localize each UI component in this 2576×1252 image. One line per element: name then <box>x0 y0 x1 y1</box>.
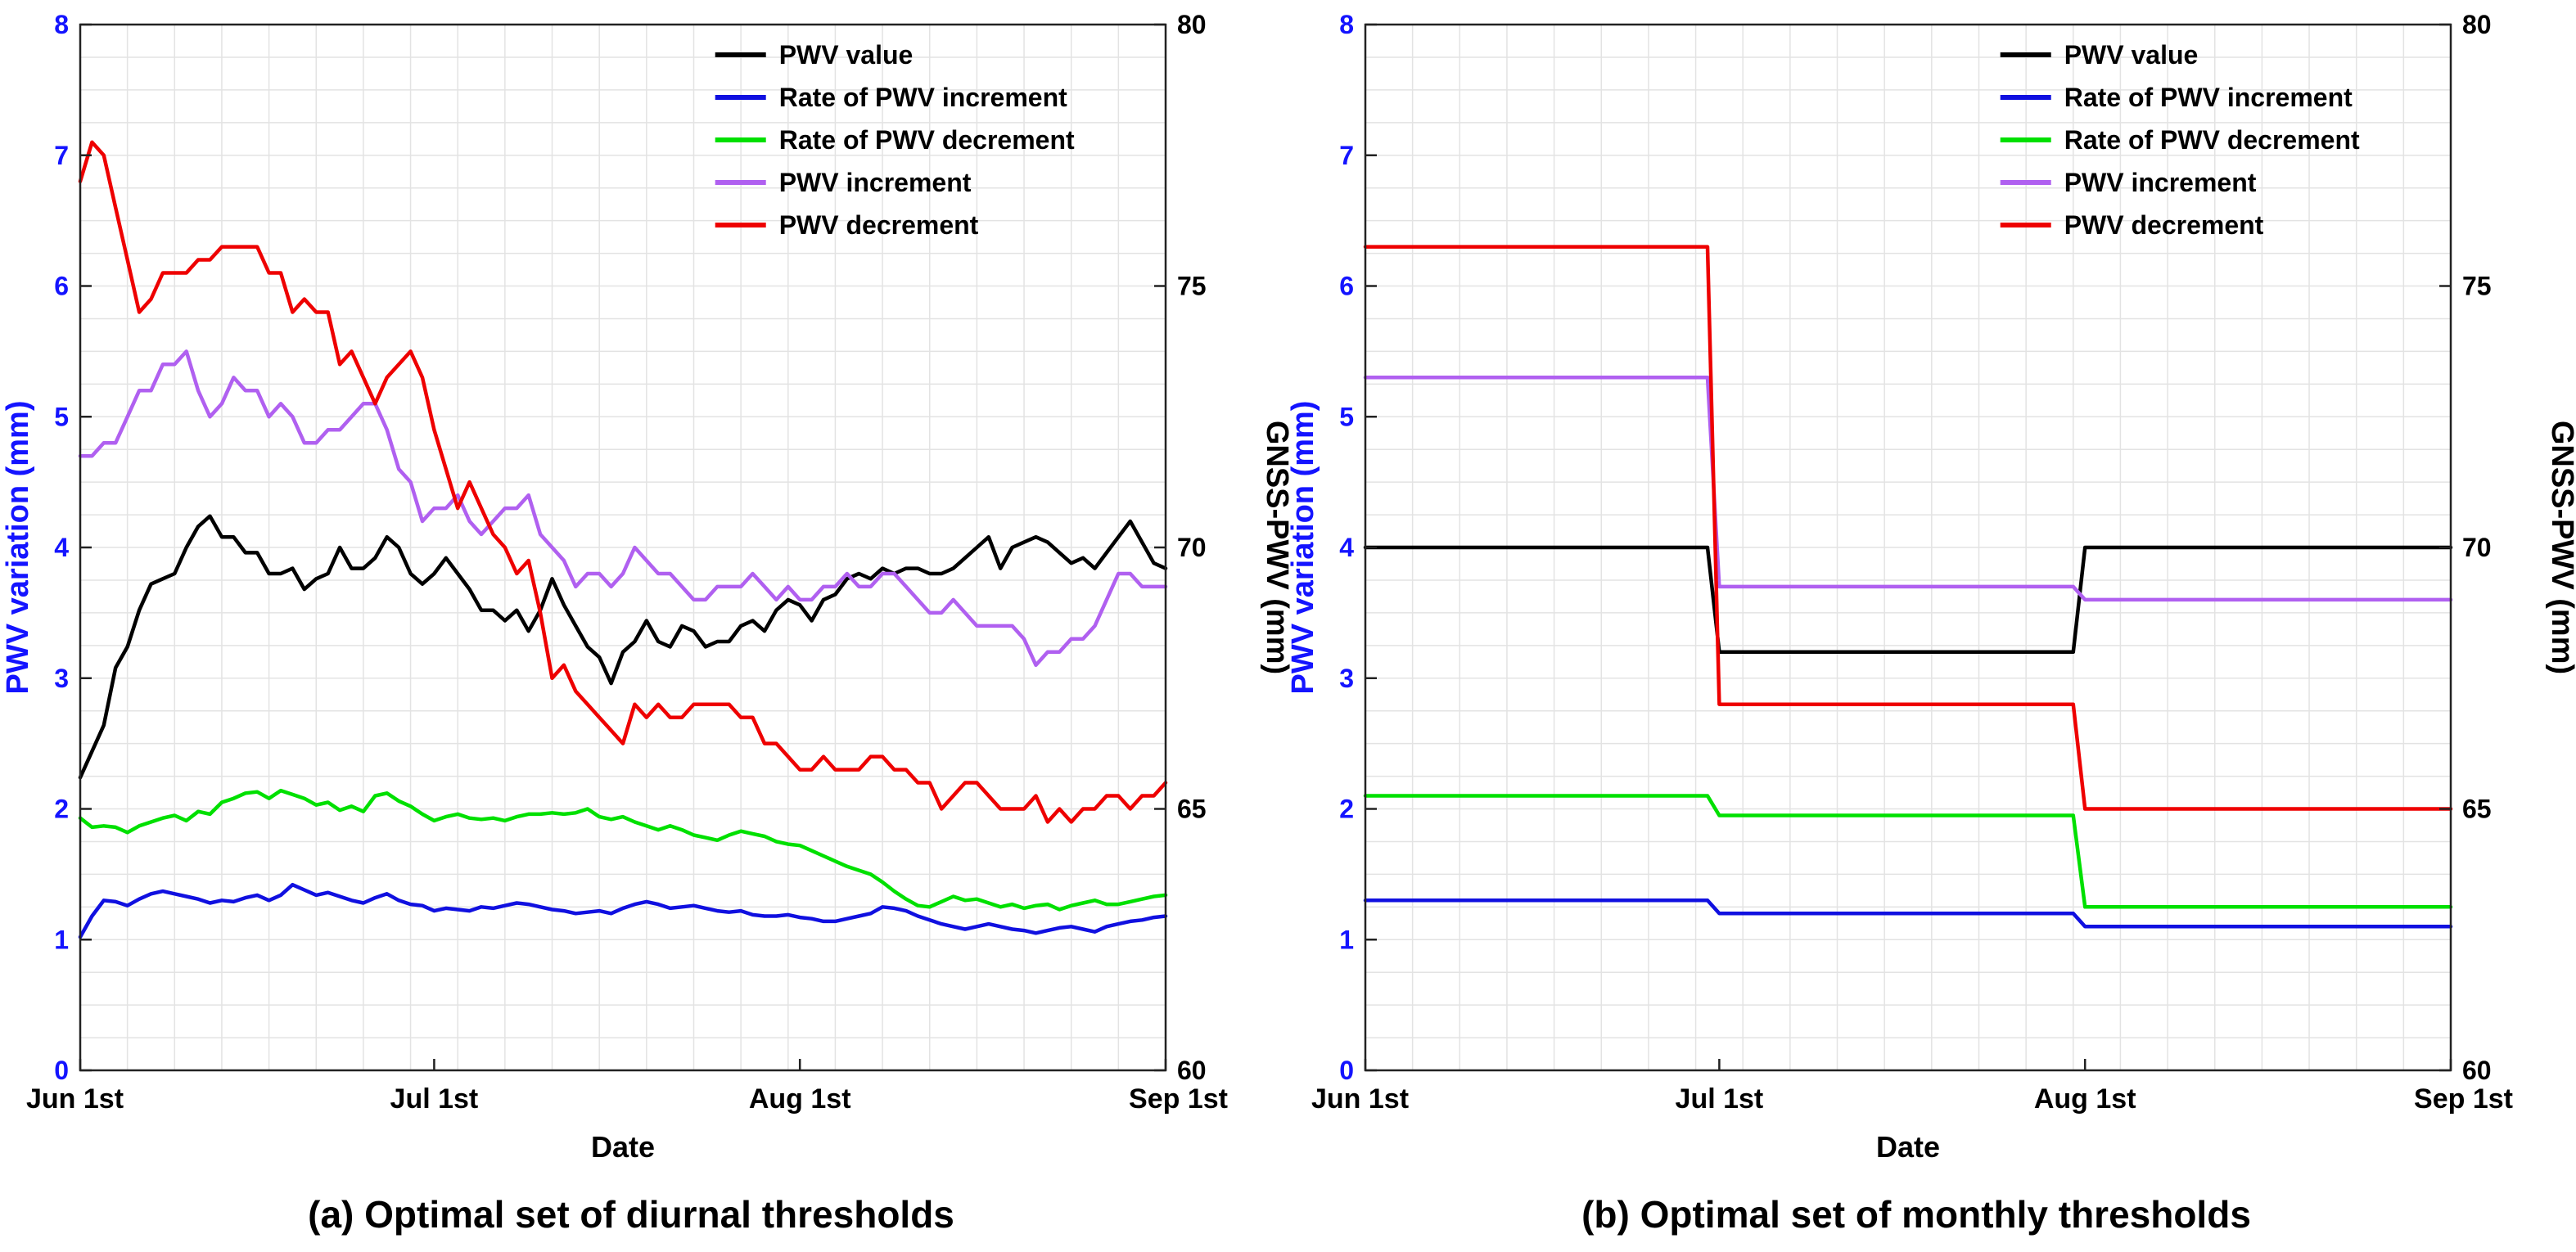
x-axis-label: Date <box>591 1130 655 1164</box>
series-line-rate-of-pwv-increment <box>1363 898 2453 929</box>
legend-entry-label: PWV increment <box>779 168 972 197</box>
y-left-tick-label: 3 <box>1339 664 1354 693</box>
panel-b-monthly: 0 1 2 3 4 5 6 7 8 60 65 70 75 80 Jun 1st Jul 1st Aug 1st… <box>1286 10 2576 1236</box>
series-line-rate-of-pwv-increment <box>78 882 1168 939</box>
series-line-pwv-decrement <box>78 140 1168 824</box>
x-tick-label: Sep 1st <box>2414 1083 2513 1115</box>
legend-entry-label: Rate of PWV increment <box>2064 83 2353 112</box>
y-left-tick-label: 0 <box>54 1056 69 1085</box>
legend-entry-label: PWV value <box>2064 40 2199 70</box>
y-right-tick-label: 75 <box>2462 272 2492 301</box>
x-tick-label: Jun 1st <box>26 1083 124 1115</box>
y-left-tick-label: 5 <box>54 402 69 431</box>
legend-entry-label: PWV decrement <box>779 210 979 240</box>
y-left-tick-label: 0 <box>1339 1056 1354 1085</box>
y-left-tick-label: 1 <box>54 925 69 954</box>
y-right-tick-label: 75 <box>1177 272 1207 301</box>
y-left-tick-label: 5 <box>1339 402 1354 431</box>
y-right-tick-label: 70 <box>2462 533 2492 562</box>
legend-entry-label: Rate of PWV decrement <box>2064 125 2360 155</box>
y-right-tick-label: 80 <box>1177 10 1207 39</box>
legend-entry-label: Rate of PWV increment <box>779 83 1067 112</box>
y-left-tick-label: 7 <box>1339 141 1354 170</box>
y-left-tick-label: 6 <box>54 272 69 301</box>
y-left-tick-label: 6 <box>1339 272 1354 301</box>
x-tick-label: Aug 1st <box>2034 1083 2136 1115</box>
y-right-tick-label: 60 <box>2462 1056 2492 1085</box>
x-tick-label: Sep 1st <box>1129 1083 1228 1115</box>
series-line-rate-of-pwv-decrement <box>78 788 1168 912</box>
y-left-tick-label: 1 <box>1339 925 1354 954</box>
legend-entry-label: Rate of PWV decrement <box>779 125 1075 155</box>
y-right-tick-label: 60 <box>1177 1056 1207 1085</box>
series-group <box>78 140 1168 939</box>
grid <box>1365 25 2451 1070</box>
series-group <box>1363 245 2453 929</box>
x-tick-label: Aug 1st <box>749 1083 851 1115</box>
y-left-tick-label: 2 <box>54 795 69 824</box>
panel-a-diurnal: 0 1 2 3 4 5 6 7 8 60 65 70 75 80 Jun 1st Jul 1st Aug 1st… <box>1 10 1294 1236</box>
y-left-tick-label: 8 <box>54 10 69 39</box>
legend-entry-label: PWV increment <box>2064 168 2257 197</box>
y-left-tick-label: 4 <box>1339 533 1354 562</box>
y-right-tick-label: 65 <box>2462 795 2492 824</box>
x-tick-label: Jul 1st <box>1676 1083 1764 1115</box>
legend-entry-label: PWV value <box>779 40 914 70</box>
y-left-tick-label: 4 <box>54 533 69 562</box>
x-tick-label: Jun 1st <box>1311 1083 1409 1115</box>
panel-caption: (a) Optimal set of diurnal thresholds <box>308 1193 954 1236</box>
y-left-tick-label: 8 <box>1339 10 1354 39</box>
legend: PWV value Rate of PWV increment Rate of PW… <box>715 40 1075 240</box>
y-left-tick-label: 3 <box>54 664 69 693</box>
x-axis-label: Date <box>1876 1130 1940 1164</box>
y-left-axis-label: PWV variation (mm) <box>1 401 35 695</box>
y-right-tick-label: 65 <box>1177 795 1207 824</box>
y-right-axis-label: GNSS-PWV (mm) <box>1260 421 1294 674</box>
series-line-pwv-decrement <box>1363 245 2453 811</box>
y-right-tick-label: 70 <box>1177 533 1207 562</box>
y-right-axis-label: GNSS-PWV (mm) <box>2545 421 2576 674</box>
panel-caption: (b) Optimal set of monthly thresholds <box>1581 1193 2251 1236</box>
legend-entry-label: PWV decrement <box>2064 210 2264 240</box>
y-right-tick-label: 80 <box>2462 10 2492 39</box>
legend: PWV value Rate of PWV increment Rate of PW… <box>2000 40 2360 240</box>
y-left-tick-label: 2 <box>1339 795 1354 824</box>
x-tick-label: Jul 1st <box>390 1083 479 1115</box>
series-line-pwv-increment <box>1363 376 2453 602</box>
series-line-pwv-increment <box>78 349 1168 668</box>
series-line-rate-of-pwv-decrement <box>1363 794 2453 909</box>
y-left-tick-label: 7 <box>54 141 69 170</box>
series-line-pwv-value <box>1363 545 2453 655</box>
series-line-pwv-value <box>78 514 1168 780</box>
y-left-axis-label: PWV variation (mm) <box>1286 401 1320 695</box>
